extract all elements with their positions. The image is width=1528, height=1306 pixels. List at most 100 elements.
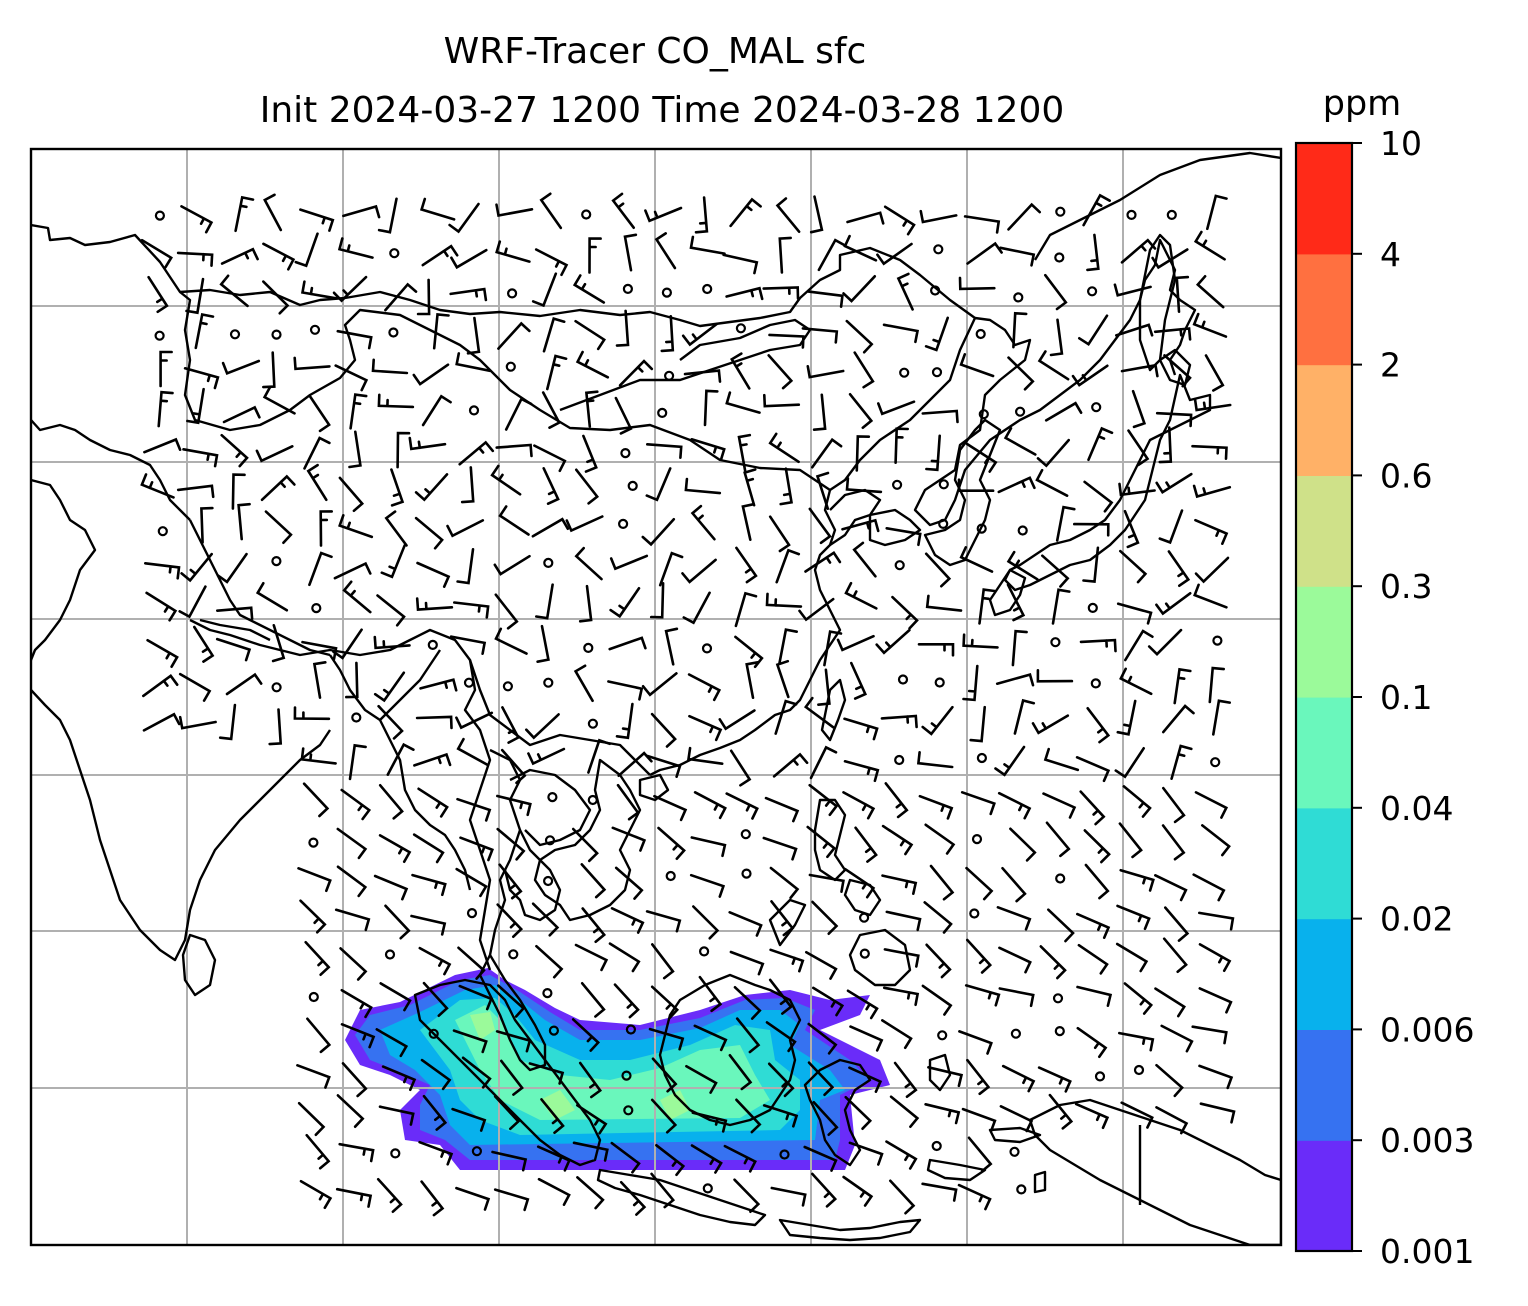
lesser-sunda (778, 1218, 922, 1242)
wind-barb (884, 782, 909, 819)
wind-barb (337, 237, 374, 259)
wind-barb (689, 873, 726, 898)
wind-barb (157, 390, 174, 428)
wind-barb (1158, 426, 1173, 464)
wind-barb (694, 196, 709, 234)
inner-mongolia (559, 318, 812, 412)
wind-barb (924, 1103, 961, 1125)
wind-barb (264, 510, 293, 545)
map-panel (31, 149, 1281, 1245)
calm-wind-marker (428, 1028, 439, 1039)
wind-barb (767, 354, 794, 390)
wind-barb (693, 1024, 728, 1052)
wind-barb (417, 787, 449, 818)
wind-barb (653, 794, 688, 822)
wind-barb (216, 552, 248, 584)
wind-barb (618, 359, 654, 387)
wind-barb (221, 359, 261, 375)
wind-barb (531, 272, 558, 308)
calm-wind-marker (1013, 292, 1024, 303)
wind-barb (768, 432, 800, 464)
calm-wind-marker (463, 677, 475, 688)
wind-barb (1155, 472, 1193, 494)
wind-barb (779, 467, 793, 506)
wind-barb (1201, 824, 1231, 857)
wind-barb (449, 635, 487, 655)
wind-barb (546, 354, 568, 391)
wind-barb (1006, 583, 1026, 622)
wind-barb (1123, 509, 1140, 549)
wind-barb (812, 986, 845, 1017)
wind-barb (1208, 666, 1225, 704)
wind-barb (1084, 863, 1110, 900)
wind-barb (651, 1057, 678, 1093)
wind-barb (1192, 873, 1226, 902)
wind-barb (1127, 429, 1150, 467)
wind-barb (1160, 1024, 1194, 1053)
wind-barb (646, 754, 682, 778)
wind-barb (966, 1058, 991, 1096)
wind-barb (807, 1022, 838, 1055)
wind-barb (451, 1107, 487, 1132)
wind-barbs (140, 192, 1236, 1217)
calm-wind-marker (548, 1025, 560, 1036)
wind-barb (918, 794, 954, 820)
wind-barb (875, 628, 911, 655)
calm-wind-marker (1014, 406, 1026, 417)
wind-barb (415, 715, 453, 730)
wind-barb (300, 747, 337, 765)
wind-barb (377, 197, 398, 234)
wind-barb (1194, 791, 1229, 819)
wind-barb (1001, 1064, 1036, 1093)
wind-barb (615, 702, 634, 740)
wind-barb (377, 704, 404, 740)
wind-barb (1116, 699, 1137, 736)
plume-layer-6 (470, 1012, 690, 1120)
wind-barb (1124, 629, 1154, 662)
calm-wind-marker (1017, 525, 1028, 536)
wind-barb (578, 584, 593, 623)
wind-barb (655, 1144, 686, 1177)
wind-barb (959, 353, 995, 378)
wind-barb (1199, 1102, 1236, 1124)
wind-barb (1006, 550, 1039, 581)
wind-barb (1078, 314, 1109, 346)
wind-barb (414, 516, 444, 550)
wind-barb (735, 546, 758, 584)
wind-barb (297, 867, 332, 893)
wind-barb (414, 473, 449, 502)
wind-barb (723, 1144, 757, 1173)
calm-wind-marker (623, 1105, 634, 1116)
wind-barb (461, 1056, 492, 1089)
wind-barb (889, 1179, 916, 1215)
wind-barb (375, 1028, 409, 1058)
calm-wind-marker (547, 791, 558, 803)
wind-barb (925, 943, 952, 979)
wind-barb (262, 351, 276, 389)
wind-barb (271, 624, 286, 663)
new-guinea (1028, 1098, 1281, 1245)
wind-barb (843, 867, 876, 899)
calm-wind-marker (741, 868, 752, 879)
sri-lanka (181, 933, 217, 997)
wind-barb (843, 760, 880, 783)
colorbar-tick-label: 0.006 (1380, 1010, 1474, 1049)
wind-barb (491, 1150, 528, 1172)
wind-barb (965, 442, 998, 473)
wind-barb (995, 673, 1035, 687)
wind-barb (1212, 699, 1231, 736)
aru-island (1033, 1170, 1047, 1194)
calm-wind-marker (929, 285, 941, 296)
wind-barb (1116, 602, 1153, 625)
wind-barb (767, 1062, 795, 1098)
wind-barb (419, 197, 456, 221)
wind-barb (1131, 389, 1147, 429)
wind-barb (412, 833, 445, 864)
wind-barb (684, 477, 722, 495)
wind-barb (504, 397, 533, 431)
calm-wind-marker (625, 1024, 637, 1035)
calm-wind-marker (468, 405, 480, 416)
wind-barb (534, 248, 569, 277)
wind-barb (186, 387, 205, 425)
